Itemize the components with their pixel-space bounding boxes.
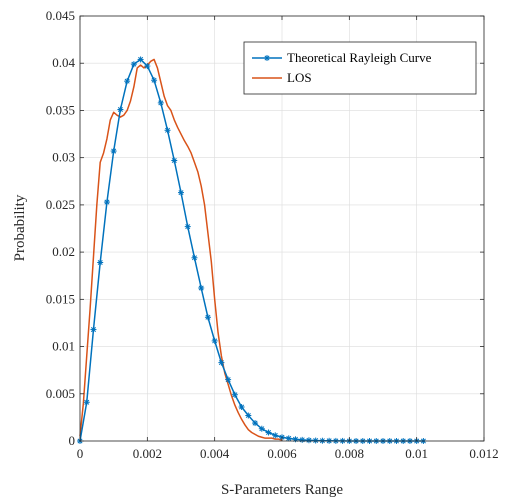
y-tick-label: 0.005 <box>46 386 75 401</box>
legend-box <box>243 41 477 95</box>
legend-asterisk-marker <box>264 55 270 61</box>
rayleigh-point <box>285 435 292 442</box>
rayleigh-point <box>272 432 279 439</box>
y-tick-label: 0.015 <box>46 291 75 306</box>
rayleigh-point <box>124 78 131 85</box>
x-tick-label: 0.002 <box>133 446 162 461</box>
rayleigh-point <box>231 391 238 398</box>
x-tick-label: 0.006 <box>267 446 297 461</box>
y-tick-label: 0.045 <box>46 8 75 23</box>
rayleigh-point <box>151 77 158 84</box>
rayleigh-point <box>103 199 110 206</box>
rayleigh-point <box>225 376 232 383</box>
rayleigh-point <box>178 189 184 196</box>
x-tick-label: 0 <box>77 446 84 461</box>
rayleigh-point <box>137 56 144 63</box>
rayleigh-point <box>157 99 164 106</box>
x-tick-label: 0.004 <box>200 446 230 461</box>
rayleigh-point <box>245 412 252 419</box>
rayleigh-point <box>252 420 259 427</box>
legend-label-rayleigh: Theoretical Rayleigh Curve <box>287 50 432 65</box>
rayleigh-point <box>198 285 205 291</box>
y-axis-title: Probability <box>12 194 28 261</box>
rayleigh-point <box>211 337 218 344</box>
rayleigh-point <box>204 314 211 321</box>
rayleigh-point <box>164 127 171 134</box>
x-tick-label: 0.012 <box>469 446 498 461</box>
x-axis-title: S-Parameters Range <box>221 482 343 498</box>
ticks: 0 0.002 0.004 0.006 0.008 0.01 0.012 0 0.005 0.01… <box>46 8 499 461</box>
legend: Theoretical Rayleigh Curve LOS <box>243 41 477 95</box>
rayleigh-point <box>184 223 191 230</box>
x-tick-label: 0.008 <box>335 446 364 461</box>
y-tick-label: 0 <box>69 433 76 448</box>
y-tick-label: 0.01 <box>52 339 75 354</box>
x-tick-label: 0.01 <box>405 446 428 461</box>
rayleigh-point <box>305 437 312 444</box>
rayleigh-point <box>144 63 151 70</box>
rayleigh-point <box>171 157 178 164</box>
y-tick-label: 0.02 <box>52 244 75 259</box>
rayleigh-point <box>97 259 104 266</box>
series-los <box>79 58 283 441</box>
y-tick-label: 0.025 <box>46 197 75 212</box>
rayleigh-point <box>299 436 306 443</box>
y-tick-label: 0.04 <box>52 55 75 70</box>
rayleigh-point <box>238 404 245 410</box>
rayleigh-point <box>110 148 117 155</box>
rayleigh-point <box>312 437 319 444</box>
rayleigh-point <box>191 254 198 261</box>
legend-label-los: LOS <box>287 70 312 85</box>
y-tick-label: 0.035 <box>46 102 75 117</box>
rayleigh-point <box>117 106 124 113</box>
rayleigh-point <box>130 61 137 68</box>
rayleigh-point <box>258 425 265 432</box>
rayleigh-point <box>90 326 97 333</box>
rayleigh-point <box>83 399 90 406</box>
rayleigh-point <box>218 359 225 366</box>
rayleigh-point <box>265 429 272 436</box>
legend-marker-rayleigh <box>264 55 270 61</box>
los-line <box>79 58 283 441</box>
y-tick-label: 0.03 <box>52 150 75 165</box>
